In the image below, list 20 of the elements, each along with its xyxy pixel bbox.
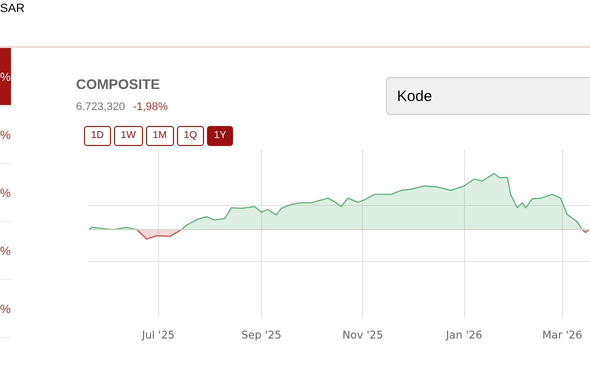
text: 1D (84, 126, 111, 146)
x-tick-label: Nov '25 (342, 328, 384, 342)
x-tick-label: Sep '25 (241, 328, 282, 342)
text: 1M (146, 126, 174, 146)
x-tick-label: Jul '25 (140, 328, 175, 342)
text: SAR (0, 0, 25, 17)
text: % (0, 222, 11, 280)
text: Kode (386, 77, 590, 115)
text: % (0, 48, 11, 106)
text: % (0, 164, 11, 222)
chart-title: COMPOSITE (76, 75, 160, 94)
text: % (0, 106, 11, 164)
chart-subtitle: 6.723,320 (76, 101, 125, 113)
text: 1Y (207, 126, 234, 146)
text: % (0, 280, 11, 338)
x-tick-label: Jan '26 (445, 328, 483, 342)
text: 1Q (176, 126, 204, 146)
x-tick-label: Mar '26 (542, 328, 582, 342)
text: -1,98% (132, 101, 168, 113)
text: 1W (114, 126, 143, 146)
